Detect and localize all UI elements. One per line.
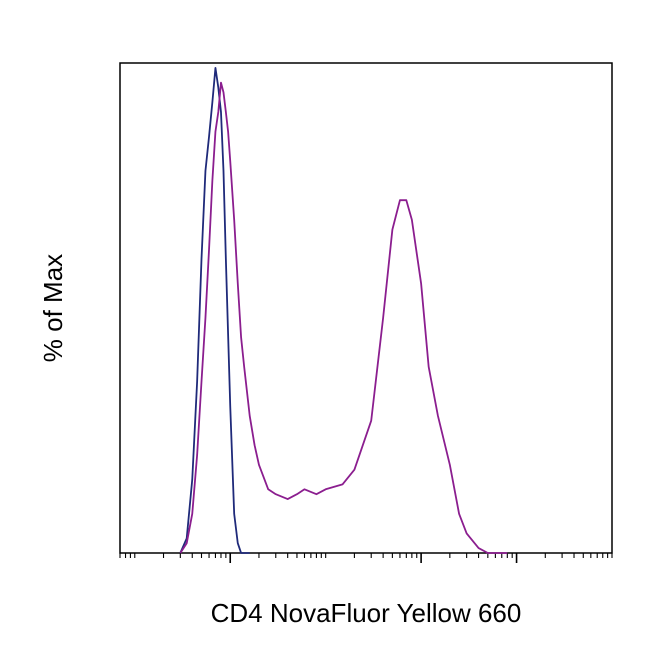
x-axis-ticks (119, 553, 613, 563)
series-layer (179, 67, 508, 554)
histogram-series-1 (179, 67, 250, 554)
histogram-series-2 (179, 81, 508, 554)
y-axis-label: % of Max (38, 254, 68, 362)
x-axis-label: CD4 NovaFluor Yellow 660 (211, 598, 522, 628)
plot-frame (119, 62, 613, 554)
